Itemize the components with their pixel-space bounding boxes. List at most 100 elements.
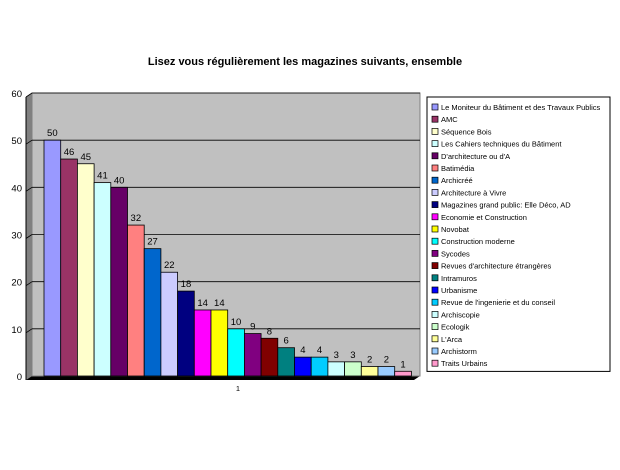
x-tick-label: 1: [236, 384, 240, 393]
data-label: 3: [350, 350, 355, 361]
y-tick-label: 30: [11, 231, 22, 242]
legend-swatch: [431, 128, 439, 135]
data-label: 2: [384, 355, 389, 366]
bar: [260, 337, 279, 377]
bar: [210, 309, 229, 377]
data-label: 18: [181, 279, 192, 290]
bar: [327, 361, 345, 377]
bar: [243, 333, 262, 377]
legend-label: Economie et Construction: [441, 213, 527, 222]
legend-label: Archicréé: [441, 176, 473, 185]
legend-label: Revue de l'ingenierie et du conseil: [441, 298, 555, 307]
legend-label: Magazines grand public: Elle Déco, AD: [441, 201, 571, 210]
data-label: 6: [284, 336, 289, 347]
legend: Le Moniteur du Bâtiment et des Travaux P…: [426, 96, 611, 372]
legend-label: Construction moderne: [441, 237, 515, 246]
y-tick-label: 10: [11, 325, 22, 336]
bar: [277, 347, 295, 377]
gridline-wall: [25, 92, 33, 98]
legend-label: AMC: [441, 115, 458, 124]
legend-label: Revues d'architecture étrangères: [441, 262, 551, 271]
legend-swatch: [431, 176, 439, 184]
legend-swatch: [431, 359, 439, 367]
legend-box: [426, 96, 611, 372]
data-label: 45: [80, 152, 91, 163]
data-label: 50: [47, 128, 58, 139]
legend-swatch: [431, 225, 439, 233]
y-tick-label: 20: [11, 278, 22, 289]
legend-label: Batimédia: [441, 164, 475, 173]
data-label: 4: [300, 345, 305, 356]
bar: [110, 186, 128, 377]
legend-swatch: [431, 262, 439, 269]
data-label: 22: [164, 260, 175, 271]
bar: [77, 163, 95, 377]
data-label: 46: [64, 147, 75, 158]
legend-label: Archistorm: [441, 347, 477, 356]
data-label: 14: [197, 298, 208, 309]
bar: [377, 366, 396, 377]
gridline-wall: [25, 139, 33, 145]
legend-swatch: [431, 189, 439, 196]
legend-swatch: [431, 237, 439, 245]
legend-swatch: [431, 115, 439, 123]
legend-label: Traits Urbains: [441, 359, 488, 368]
data-label: 27: [147, 237, 158, 248]
legend-label: L'Arca: [441, 335, 463, 344]
legend-label: Architecture à Vivre: [441, 188, 506, 197]
bar: [143, 248, 162, 377]
bar: [227, 328, 245, 377]
legend-swatch: [431, 201, 439, 208]
data-label: 10: [231, 317, 242, 328]
gridline-wall: [25, 328, 33, 334]
bar: [60, 158, 78, 377]
data-label: 14: [214, 298, 225, 309]
data-label: 4: [317, 345, 322, 356]
legend-swatch: [431, 274, 439, 282]
bar: [360, 366, 379, 377]
legend-label: Novobat: [441, 225, 470, 234]
legend-swatch: [431, 164, 439, 172]
data-label: 32: [131, 213, 142, 224]
legend-swatch: [431, 347, 439, 355]
legend-swatch: [431, 213, 439, 221]
data-label: 8: [267, 326, 272, 337]
gridline-wall: [25, 234, 33, 239]
legend-swatch: [431, 250, 439, 257]
data-label: 41: [97, 171, 108, 182]
legend-swatch: [431, 140, 439, 147]
plot-floor: [26, 376, 420, 380]
y-tick-label: 40: [11, 183, 22, 194]
y-tick-label: 50: [11, 136, 22, 147]
legend-label: Les Cahiers techniques du Bâtiment: [441, 140, 562, 149]
legend-label: Ecologik: [441, 323, 470, 332]
chart-title: Lisez vous régulièrement les magazines s…: [148, 56, 462, 68]
gridline-wall: [25, 281, 33, 286]
data-label: 9: [250, 322, 255, 333]
bar: [394, 370, 412, 377]
gridline-wall: [25, 187, 33, 192]
legend-swatch: [431, 311, 439, 318]
bar: [310, 356, 329, 377]
bar: [43, 139, 62, 377]
data-label: 40: [114, 175, 125, 186]
data-label: 1: [400, 359, 405, 370]
legend-swatch: [431, 335, 439, 343]
legend-label: Séquence Bois: [441, 127, 492, 136]
legend-label: Urbanisme: [441, 286, 477, 295]
legend-label: Le Moniteur du Bâtiment et des Travaux P…: [441, 103, 601, 112]
bar: [127, 224, 145, 377]
bar: [294, 356, 312, 377]
legend-swatch: [431, 323, 439, 330]
legend-label: Sycodes: [441, 249, 470, 258]
legend-swatch: [431, 103, 439, 111]
data-label: 3: [334, 350, 339, 361]
y-tick-label: 0: [17, 372, 22, 383]
legend-label: Archiscopie: [441, 310, 480, 319]
legend-swatch: [431, 286, 439, 294]
bar: [160, 271, 178, 377]
bar: [177, 290, 195, 377]
